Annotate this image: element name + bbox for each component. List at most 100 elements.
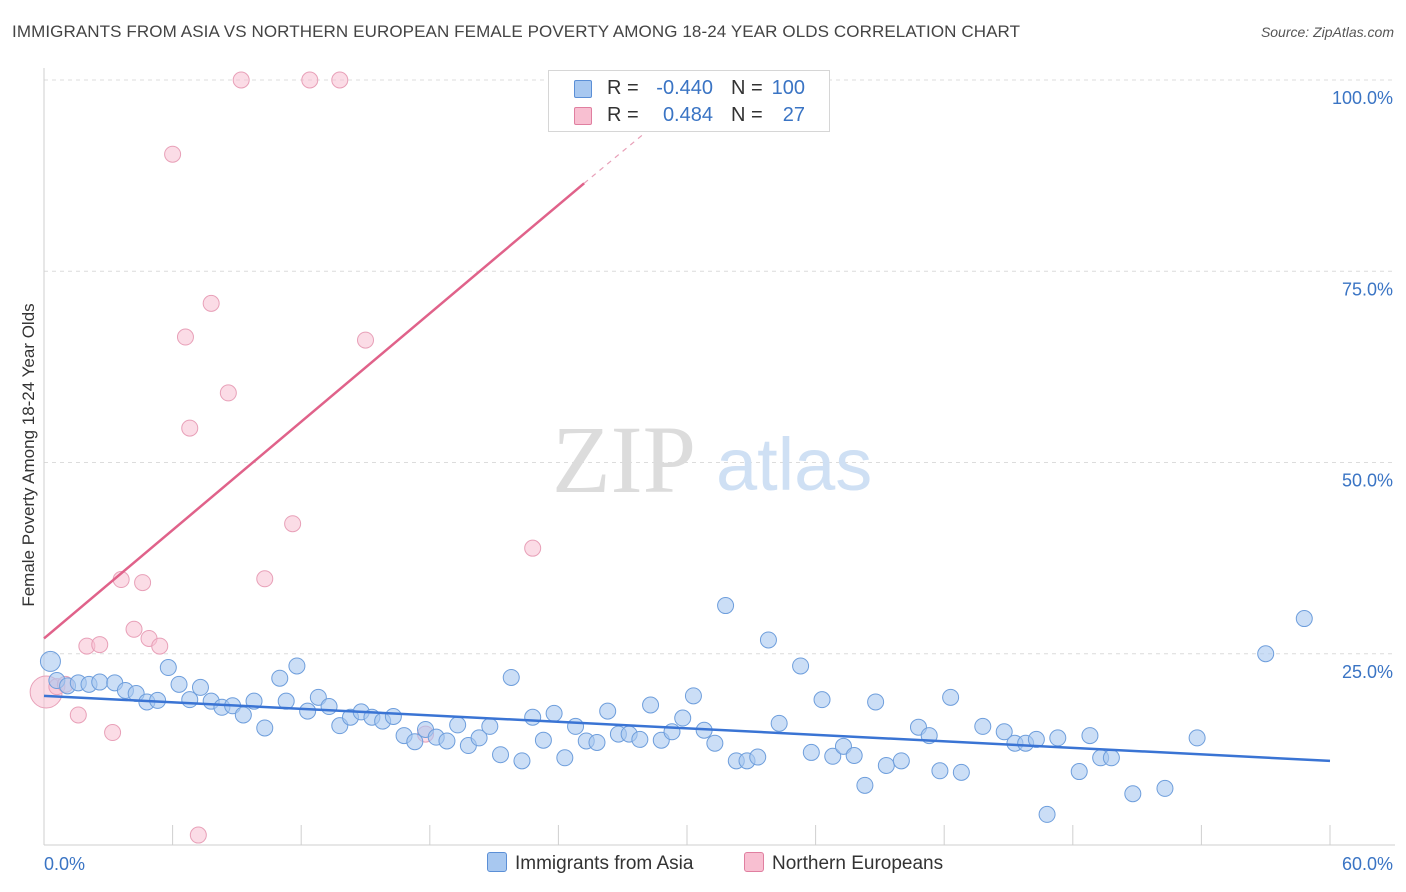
data-point-asia xyxy=(234,706,252,724)
data-point-asia xyxy=(824,747,842,765)
legend-swatch-asia xyxy=(574,80,592,98)
data-point-asia xyxy=(299,702,317,720)
data-point-asia xyxy=(792,657,810,675)
data-point-northern xyxy=(69,706,87,724)
legend-row-asia: R = -0.440 N = 100 xyxy=(549,75,829,101)
legend-n-value: 100 xyxy=(771,77,805,99)
trend-lines xyxy=(43,133,1331,763)
data-point-asia xyxy=(481,717,499,735)
y-tick-label: 75.0% xyxy=(1342,279,1393,299)
data-point-asia xyxy=(802,743,820,761)
watermark-zip: ZIP xyxy=(552,406,696,513)
data-point-northern xyxy=(256,570,274,588)
data-point-northern xyxy=(524,539,542,557)
data-point-asia xyxy=(288,657,306,675)
data-point-asia xyxy=(91,673,109,691)
legend-r-value: 0.484 xyxy=(662,104,713,126)
data-point-northern xyxy=(284,515,302,533)
data-point-asia xyxy=(271,669,289,687)
data-point-asia xyxy=(877,756,895,774)
data-point-asia xyxy=(545,704,563,722)
data-point-northern xyxy=(301,71,319,89)
data-point-asia xyxy=(1038,805,1056,823)
data-point-northern xyxy=(151,637,169,655)
trend-line-asia xyxy=(43,694,1331,763)
legend-n-value: 27 xyxy=(782,104,805,126)
data-point-asia xyxy=(759,631,777,649)
chart-title: IMMIGRANTS FROM ASIA VS NORTHERN EUROPEA… xyxy=(12,22,1021,41)
tick-labels: 25.0% 50.0% 75.0% 100.0% 0.0% 60.0% xyxy=(44,88,1393,874)
data-point-asia xyxy=(674,709,692,727)
trend-line-northern xyxy=(43,182,585,640)
legend-row-northern: R = 0.484 N = 27 xyxy=(549,102,829,128)
data-point-asia xyxy=(1102,749,1120,767)
bottom-legend-swatch-northern xyxy=(744,852,764,872)
asia-points xyxy=(39,597,1313,823)
data-point-asia xyxy=(438,732,456,750)
data-point-asia xyxy=(470,729,488,747)
watermark-atlas: atlas xyxy=(716,423,872,506)
data-point-asia xyxy=(191,678,209,696)
x-tick-label: 60.0% xyxy=(1342,854,1393,874)
data-point-northern xyxy=(91,636,109,654)
x-tick-label: 0.0% xyxy=(44,854,85,874)
data-point-asia xyxy=(534,731,552,749)
source-label: Source: ZipAtlas.com xyxy=(1260,24,1394,40)
data-point-asia xyxy=(995,723,1013,741)
data-point-asia xyxy=(856,776,874,794)
data-point-asia xyxy=(406,733,424,751)
bottom-legend-label-asia: Immigrants from Asia xyxy=(515,853,694,874)
data-point-asia xyxy=(449,716,467,734)
data-point-northern xyxy=(181,419,199,437)
data-point-asia xyxy=(524,708,542,726)
data-point-asia xyxy=(170,675,188,693)
data-point-northern xyxy=(331,71,349,89)
data-point-asia xyxy=(1124,785,1142,803)
data-point-northern xyxy=(104,724,122,742)
data-point-asia xyxy=(684,687,702,705)
bottom-legend-asia[interactable]: Immigrants from Asia xyxy=(487,852,693,875)
bottom-legend-northern[interactable]: Northern Europeans xyxy=(744,852,943,875)
data-point-asia xyxy=(256,719,274,737)
y-tick-label: 25.0% xyxy=(1342,662,1393,682)
data-point-asia xyxy=(588,733,606,751)
data-point-asia xyxy=(513,752,531,770)
y-tick-label: 100.0% xyxy=(1332,88,1393,108)
data-point-asia xyxy=(942,688,960,706)
data-point-asia xyxy=(384,707,402,725)
y-axis-label: Female Poverty Among 18-24 Year Olds xyxy=(19,303,38,606)
watermark: ZIP atlas xyxy=(552,406,872,513)
data-point-asia xyxy=(556,749,574,767)
data-point-asia xyxy=(1081,727,1099,745)
data-point-asia xyxy=(631,730,649,748)
data-point-asia xyxy=(1257,645,1275,663)
legend-swatch-northern xyxy=(574,107,592,125)
data-point-asia xyxy=(1027,730,1045,748)
data-point-asia xyxy=(567,717,585,735)
data-point-asia xyxy=(642,696,660,714)
data-point-asia xyxy=(502,668,520,686)
data-point-asia xyxy=(749,748,767,766)
y-tick-label: 50.0% xyxy=(1342,471,1393,491)
data-point-asia xyxy=(717,597,735,615)
legend-r-label: R = xyxy=(607,104,639,126)
data-point-asia xyxy=(39,650,61,672)
data-point-asia xyxy=(1295,610,1313,628)
data-point-asia xyxy=(599,702,617,720)
grid-lines xyxy=(44,79,1395,655)
data-point-asia xyxy=(813,691,831,709)
data-point-asia xyxy=(974,717,992,735)
bottom-legend-label-northern: Northern Europeans xyxy=(772,853,944,874)
data-point-asia xyxy=(867,693,885,711)
data-point-asia xyxy=(1049,729,1067,747)
legend-r-value: -0.440 xyxy=(656,77,713,99)
data-point-asia xyxy=(159,659,177,677)
data-point-northern xyxy=(125,620,143,638)
data-point-asia xyxy=(892,752,910,770)
data-point-asia xyxy=(1188,729,1206,747)
legend-n-label: N = xyxy=(731,77,763,99)
data-point-northern xyxy=(134,574,152,592)
bottom-legend-swatch-asia xyxy=(487,852,507,872)
data-point-asia xyxy=(1070,763,1088,781)
